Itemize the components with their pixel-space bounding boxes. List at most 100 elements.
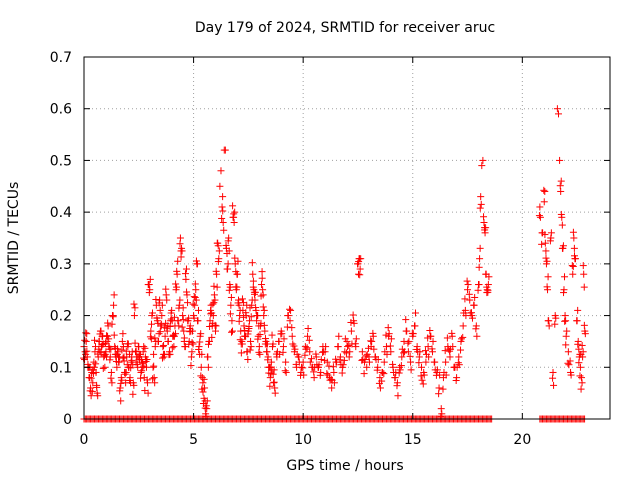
data-point [541, 187, 549, 195]
data-point [282, 358, 290, 366]
data-point [209, 300, 217, 308]
data-point [323, 358, 331, 366]
data-point [543, 257, 551, 265]
data-point [224, 237, 232, 245]
data-point [151, 379, 159, 387]
data-point [249, 277, 257, 285]
data-point [198, 374, 206, 382]
data-point [437, 405, 445, 413]
data-point [184, 317, 192, 325]
data-point [557, 177, 565, 185]
data-point [141, 344, 149, 352]
data-point [87, 392, 95, 400]
data-point [452, 377, 460, 385]
data-point [244, 330, 252, 338]
data-point [104, 319, 112, 327]
data-point [238, 295, 246, 303]
data-point [286, 317, 294, 325]
data-point [143, 376, 151, 384]
data-point [404, 348, 412, 356]
data-point [240, 322, 248, 330]
data-point [248, 301, 256, 309]
data-point [253, 312, 261, 320]
data-point [260, 306, 268, 314]
data-point [247, 313, 255, 321]
data-point [180, 327, 188, 335]
data-point [244, 356, 252, 364]
data-point [132, 348, 140, 356]
data-point [157, 320, 165, 328]
data-point [132, 347, 140, 355]
data-point [384, 324, 392, 332]
data-point [174, 317, 182, 325]
data-point [418, 363, 426, 371]
data-point [231, 254, 239, 262]
data-point [194, 317, 202, 325]
grid-lines [84, 57, 610, 419]
data-point [305, 336, 313, 344]
data-point [259, 303, 267, 311]
data-point [92, 360, 100, 368]
data-point [102, 348, 110, 356]
data-point [400, 349, 408, 357]
data-point [271, 389, 279, 397]
data-point [304, 325, 312, 332]
data-point [551, 320, 559, 328]
data-point [389, 360, 397, 368]
data-point [578, 374, 586, 382]
y-tick-label: 0.1 [50, 360, 72, 376]
data-point [139, 359, 147, 367]
data-point [552, 314, 560, 322]
data-point [83, 347, 91, 355]
data-point [369, 329, 377, 337]
data-point [158, 301, 166, 309]
data-point [373, 366, 381, 374]
data-point [338, 369, 346, 377]
data-point [142, 358, 150, 366]
data-point [478, 162, 486, 170]
data-point [397, 362, 405, 370]
data-point [442, 371, 450, 379]
data-point [556, 182, 564, 190]
data-point [468, 314, 476, 322]
chart-title: Day 179 of 2024, SRMTID for receiver aru… [195, 20, 495, 36]
data-point [204, 363, 212, 371]
data-point [404, 339, 412, 347]
data-point [567, 371, 575, 379]
data-point [560, 289, 568, 297]
data-point [188, 339, 196, 347]
data-point [328, 384, 336, 392]
data-point [578, 379, 586, 387]
data-point [224, 260, 232, 268]
data-point [172, 280, 180, 288]
data-point [299, 364, 307, 372]
data-point [429, 337, 437, 345]
data-point [574, 340, 582, 348]
data-point [260, 312, 268, 320]
data-point [176, 240, 184, 248]
data-point [454, 359, 462, 367]
data-point [340, 356, 348, 364]
data-point [332, 355, 340, 363]
data-point [557, 210, 565, 218]
data-point [343, 349, 351, 357]
data-point [571, 255, 579, 263]
data-point [283, 323, 291, 331]
data-point [270, 379, 278, 387]
data-point [189, 300, 197, 308]
data-point [183, 288, 191, 296]
data-point [476, 255, 484, 263]
data-point [163, 324, 171, 332]
data-point [144, 389, 152, 397]
data-point [91, 336, 99, 344]
data-point [227, 301, 235, 309]
data-point [310, 368, 318, 376]
data-point [148, 320, 156, 328]
data-point [218, 214, 226, 222]
data-point [570, 244, 578, 252]
data-point [558, 221, 566, 229]
data-point [192, 296, 200, 304]
data-point [123, 340, 131, 348]
data-point [119, 354, 127, 362]
data-point [137, 374, 145, 382]
